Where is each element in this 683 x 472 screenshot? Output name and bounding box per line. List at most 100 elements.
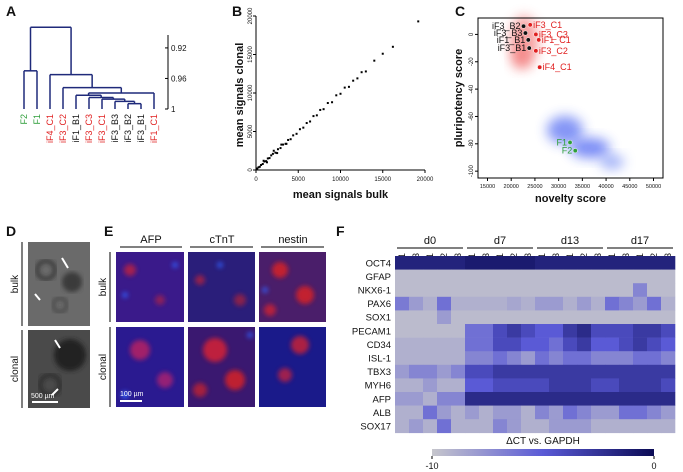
heatmap-cell xyxy=(647,310,662,325)
heatmap-cell xyxy=(395,256,410,270)
heatmap-cell xyxy=(535,296,550,311)
heatmap-cell xyxy=(493,351,508,366)
day-label: d7 xyxy=(494,235,506,247)
heatmap-cell xyxy=(465,337,480,352)
y-tick-label: 0 xyxy=(469,32,475,36)
heatmap-cell xyxy=(647,405,662,420)
x-tick-label: 30000 xyxy=(551,184,566,190)
heatmap-cell xyxy=(409,283,424,298)
heatmap-cell xyxy=(465,324,480,338)
heatmap-cell xyxy=(591,419,606,434)
heatmap-cell xyxy=(507,283,522,298)
heatmap-cell xyxy=(409,405,424,420)
heatmap-cell xyxy=(493,337,508,352)
point-label: iF3_C2 xyxy=(539,46,568,56)
heatmap-cell xyxy=(619,378,634,393)
heatmap-cell xyxy=(395,405,410,420)
heatmap-cell xyxy=(661,337,676,352)
heatmap-cell xyxy=(493,256,508,270)
heatmap-cell xyxy=(563,419,578,434)
heatmap-cell xyxy=(395,269,410,284)
heatmap-cell xyxy=(577,310,592,325)
y-axis-label: mean signals clonal xyxy=(234,43,246,148)
heatmap-cell xyxy=(633,351,648,366)
heatmap-cell xyxy=(507,324,522,338)
heatmap-cell xyxy=(535,256,550,270)
heatmap-cell xyxy=(591,283,606,298)
heatmap-cell xyxy=(479,419,494,434)
heatmap-cell xyxy=(577,378,592,393)
panel-label: F xyxy=(336,223,345,239)
heatmap-cell xyxy=(493,324,508,338)
heatmap-cell xyxy=(563,378,578,393)
heatmap-cell xyxy=(451,324,466,338)
heatmap-cell xyxy=(591,296,606,311)
heatmap-cell xyxy=(661,296,676,311)
heatmap-cell xyxy=(493,419,508,434)
heatmap-cell xyxy=(409,324,424,338)
heatmap-cell xyxy=(437,405,452,420)
heatmap-cell xyxy=(619,256,634,270)
heatmap-cell xyxy=(451,378,466,393)
heatmap-cell xyxy=(549,310,564,325)
data-point xyxy=(305,122,308,125)
heatmap-cell xyxy=(423,392,438,406)
heatmap-cell xyxy=(423,310,438,325)
data-point xyxy=(271,152,274,155)
heatmap-cell xyxy=(647,256,662,270)
heatmap-cell xyxy=(605,392,620,406)
data-point xyxy=(364,70,367,73)
heatmap-cell xyxy=(605,364,620,379)
heatmap-cell xyxy=(577,392,592,406)
heatmap-cell xyxy=(395,337,410,352)
data-point xyxy=(322,108,325,111)
heatmap-cell xyxy=(521,364,536,379)
row-label: PAX6 xyxy=(367,299,391,310)
heatmap-cell xyxy=(465,310,480,325)
row-label: NKX6-1 xyxy=(358,286,391,297)
heatmap-cell xyxy=(619,324,634,338)
heatmap-cell xyxy=(521,324,536,338)
heatmap-cell xyxy=(507,269,522,284)
y-axis-label: pluripotency score xyxy=(453,49,465,147)
data-point xyxy=(373,59,376,62)
y-tick-label: -60 xyxy=(469,111,475,120)
heatmap-cell xyxy=(577,351,592,366)
heatmap-cell xyxy=(591,256,606,270)
y-tick-label: -100 xyxy=(469,164,475,177)
data-point xyxy=(312,115,315,118)
data-point xyxy=(536,37,542,43)
heatmap-cell xyxy=(633,378,648,393)
heatmap-cell xyxy=(479,310,494,325)
data-point xyxy=(525,37,531,43)
y-tick-label: 20000 xyxy=(248,7,254,24)
x-tick-label: 15000 xyxy=(480,184,495,190)
heatmap-cell xyxy=(661,269,676,284)
heatmap-cell xyxy=(451,256,466,270)
heatmap-cell xyxy=(647,392,662,406)
heatmap-cell xyxy=(647,296,662,311)
leaf-label: iF3_B1 xyxy=(136,114,146,143)
point-label: F2 xyxy=(562,146,573,156)
heatmap-cell xyxy=(605,310,620,325)
heatmap-cell xyxy=(605,324,620,338)
scale-bar-label: 100 µm xyxy=(120,391,144,398)
row-label: ALB xyxy=(373,408,391,419)
heatmap-cell xyxy=(521,310,536,325)
heatmap-cell xyxy=(521,256,536,270)
brightfield-images xyxy=(21,242,90,408)
heatmap-cell xyxy=(535,337,550,352)
heatmap-cell xyxy=(661,405,676,420)
data-point xyxy=(272,149,275,152)
heatmap-cell xyxy=(423,405,438,420)
heatmap-cell xyxy=(619,405,634,420)
heatmap-cell xyxy=(605,283,620,298)
heatmap-cell xyxy=(563,269,578,284)
data-point xyxy=(533,31,539,37)
heatmap-cell xyxy=(661,283,676,298)
heatmap-cell xyxy=(563,337,578,352)
heatmap-cell xyxy=(549,324,564,338)
heatmap-cell xyxy=(465,405,480,420)
x-tick-label: 10000 xyxy=(332,177,349,183)
heatmap-cell xyxy=(479,324,494,338)
